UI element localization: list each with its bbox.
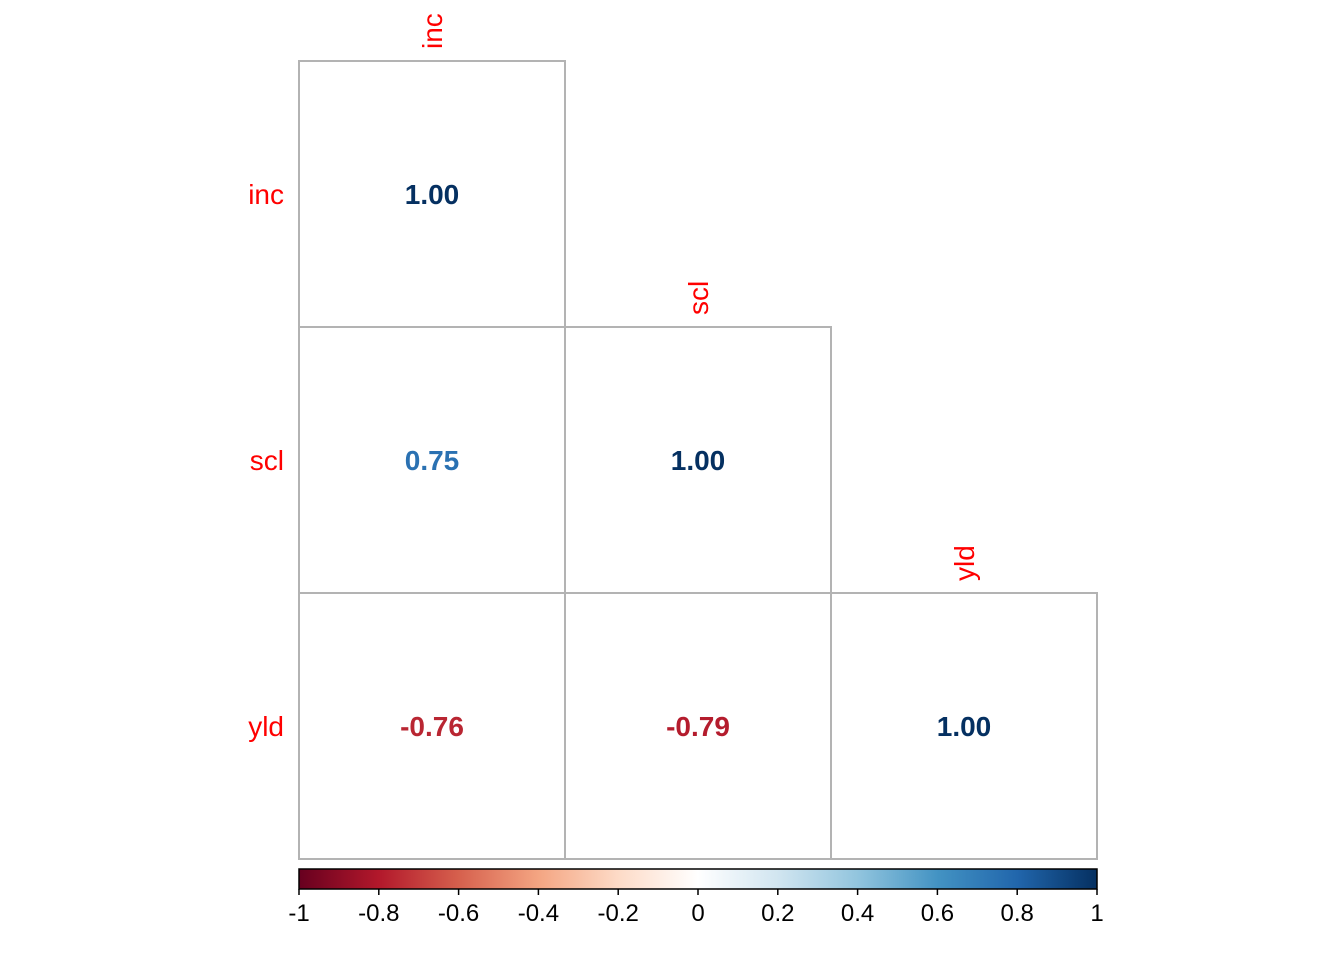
colorbar-tick-label: 1 — [1090, 900, 1103, 927]
cell-value-yld-scl: -0.79 — [666, 711, 730, 742]
cells-layer: 1.00 0.75 1.00 -0.76 -0.79 1.00 — [298, 60, 1098, 860]
cell-yld-inc — [298, 592, 566, 860]
row-label-inc: inc — [248, 179, 284, 210]
cell-value-yld-yld: 1.00 — [937, 711, 992, 742]
colorbar-tick-label: 0.6 — [921, 900, 954, 927]
cell-inc-inc — [298, 60, 566, 328]
column-labels: inc scl yld — [417, 13, 980, 581]
row-label-scl: scl — [250, 445, 284, 476]
cell-scl-inc — [298, 326, 566, 594]
colorbar-tick-label: 0 — [691, 900, 704, 927]
colorbar-tick-label: -1 — [288, 900, 309, 927]
column-label-yld: yld — [949, 545, 980, 581]
column-label-inc: inc — [417, 13, 448, 49]
colorbar-tick-label: 0.2 — [761, 900, 794, 927]
cell-scl-scl — [564, 326, 832, 594]
cell-value-inc-inc: 1.00 — [405, 179, 460, 210]
colorbar: -1 -0.8 -0.6 -0.4 -0.2 0 0.2 0.4 0.6 0.8 1 — [288, 868, 1104, 927]
colorbar-tick-label: -0.8 — [358, 900, 399, 927]
cell-yld-yld — [830, 592, 1098, 860]
cell-yld-scl — [564, 592, 832, 860]
cell-value-yld-inc: -0.76 — [400, 711, 464, 742]
colorbar-tick-label: 0.8 — [1001, 900, 1034, 927]
row-label-yld: yld — [248, 711, 284, 742]
colorbar-tick-label: -0.6 — [438, 900, 479, 927]
row-labels: inc scl yld — [248, 179, 284, 742]
colorbar-gradient — [298, 868, 1098, 890]
colorbar-tick-label: -0.2 — [598, 900, 639, 927]
colorbar-tick-label: 0.4 — [841, 900, 874, 927]
colorbar-tick-label: -0.4 — [518, 900, 559, 927]
cell-value-scl-inc: 0.75 — [405, 445, 460, 476]
cell-value-scl-scl: 1.00 — [671, 445, 726, 476]
column-label-scl: scl — [683, 281, 714, 315]
